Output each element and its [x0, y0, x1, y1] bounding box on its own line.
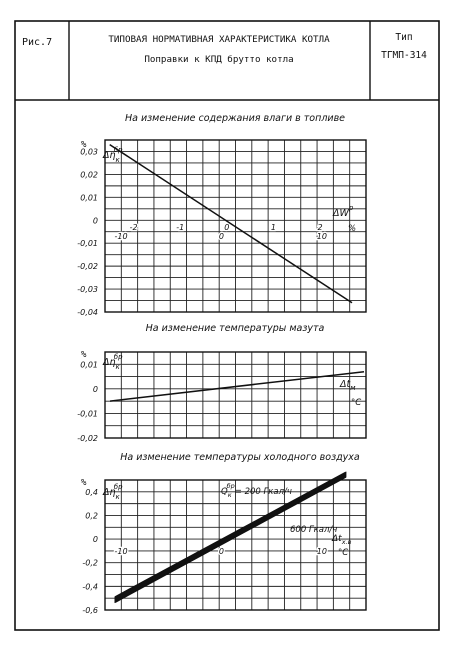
- chart3-y-label: Δηкбр: [102, 483, 123, 501]
- chart1-y-tick-label: 0: [93, 216, 98, 225]
- chart1-series-line-1: [109, 143, 353, 304]
- chart2-x-tick-label: 0: [219, 232, 224, 241]
- chart1-plot-border: [104, 139, 367, 313]
- chart1-x-tick-label: 2: [318, 223, 323, 232]
- chart3-x-tick-label: 0: [219, 547, 224, 556]
- chart1-x-unit: %: [348, 224, 356, 234]
- chart2-y-tick-label: -0,02: [77, 434, 98, 443]
- chart3-plot-border: [104, 479, 367, 611]
- chart1-y-tick-label: -0,02: [77, 262, 98, 271]
- sheet-title: ТИПОВАЯ НОРМАТИВНАЯ ХАРАКТЕРИСТИКА КОТЛА: [108, 34, 330, 45]
- type-label: Тип: [395, 32, 412, 43]
- chart3-x-label: Δtх.в: [331, 534, 352, 546]
- chart3: 0,4 0,2 0 -0,2 -0,4 -0,6 -10 0 10: [82, 471, 367, 615]
- chart1-title: На изменение содержания влаги в топливе: [125, 113, 345, 124]
- chart1: 0,030,020,010-0,01-0,02-0,03-0,04-2 -1 0 1 2: [77, 139, 367, 317]
- chart1-y-tick-label: 0,01: [80, 193, 98, 202]
- chart3-y-tick-label: -0,4: [82, 582, 98, 591]
- chart3-x-unit: °C: [338, 548, 348, 558]
- chart2-y-label: Δηкбр: [102, 353, 123, 371]
- chart3-y-tick-label: -0,2: [82, 559, 98, 568]
- chart2-plot-border: [104, 351, 367, 439]
- chart2-x-label: Δtм: [339, 379, 356, 392]
- chart3-legend-600: 600 Гкал/ч: [290, 525, 337, 535]
- sheet-frame: [14, 20, 440, 631]
- chart1-y-tick-label: 0,03: [80, 147, 98, 156]
- chart2-x-tick-label: -10: [115, 232, 128, 241]
- chart3-y-tick-label: 0,2: [85, 511, 98, 520]
- chart1-x-tick-label: 0: [224, 223, 229, 232]
- chart3-y-tick-label: -0,6: [82, 606, 98, 615]
- chart2: 0,01 0 -0,01 -0,02 -10 0 10: [77, 231, 367, 443]
- chart3-legend-200: Qкбр= 200 Гкал/ч: [221, 482, 292, 499]
- chart1-x-tick-label: -1: [176, 223, 184, 232]
- chart1-x-tick-label: 1: [271, 223, 276, 232]
- chart2-x-unit: °C: [351, 398, 361, 408]
- chart2-title: На изменение температуры мазута: [146, 323, 325, 334]
- chart2-x-tick-label: 10: [317, 232, 327, 241]
- chart2-y-tick-label: 0,01: [80, 360, 98, 369]
- chart3-y-tick-label: 0: [93, 535, 98, 544]
- sheet-subtitle: Поправки к КПД брутто котла: [144, 54, 293, 65]
- chart2-y-tick-label: -0,01: [77, 409, 98, 418]
- chart3-y-tick-label: 0,4: [85, 488, 98, 497]
- chart1-x-label: ΔWр: [332, 204, 354, 219]
- figure-number: Рис.7: [22, 37, 52, 48]
- chart1-x-tick-label: -2: [130, 223, 138, 232]
- chart1-y-unit: %: [81, 140, 87, 150]
- chart1-y-tick-label: 0,02: [80, 170, 98, 179]
- chart3-x-tick-label: -10: [115, 547, 128, 556]
- type-value: ТГМП-314: [381, 50, 427, 61]
- chart3-y-unit: %: [81, 478, 87, 488]
- chart1-y-label: Δηкбр: [102, 146, 123, 164]
- chart2-y-tick-label: 0: [93, 385, 98, 394]
- chart1-y-tick-label: -0,03: [77, 285, 98, 294]
- chart3-x-tick-label: 10: [317, 547, 327, 556]
- chart2-y-unit: %: [81, 350, 87, 360]
- chart3-title: На изменение температуры холодного возду…: [120, 452, 360, 463]
- header: Рис.7 ТИПОВАЯ НОРМАТИВНАЯ ХАРАКТЕРИСТИКА…: [15, 21, 439, 101]
- chart1-y-tick-label: -0,01: [77, 239, 98, 248]
- chart2-series-line-1: [109, 370, 365, 402]
- chart3-series-band: [114, 471, 347, 604]
- chart1-y-tick-label: -0,04: [77, 308, 98, 317]
